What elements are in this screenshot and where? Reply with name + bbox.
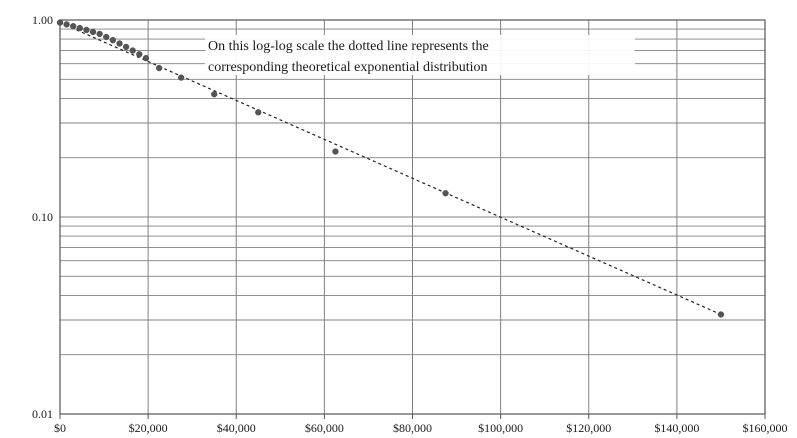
data-point (83, 26, 90, 34)
y-tick-label: 0.01 (32, 407, 53, 421)
data-point (129, 47, 136, 54)
data-point (442, 190, 449, 197)
data-point (56, 19, 64, 26)
data-point (116, 40, 123, 47)
data-point (178, 74, 185, 81)
data-point (155, 64, 163, 72)
data-point (70, 23, 77, 30)
x-tick-label: $80,000 (393, 421, 432, 435)
y-tick-label: 1.00 (32, 13, 53, 27)
data-point (76, 24, 83, 32)
x-tick-label: $20,000 (129, 421, 168, 435)
data-point (211, 91, 218, 98)
x-tick-label: $100,000 (478, 421, 523, 435)
axis-layer (59, 19, 766, 419)
data-point (89, 28, 97, 36)
x-tick-label: $160,000 (743, 421, 788, 435)
point-layer (56, 19, 725, 318)
annotation-background (205, 35, 635, 75)
x-tick-label: $140,000 (654, 421, 699, 435)
x-tick-label: $40,000 (217, 421, 256, 435)
x-tick-label: $60,000 (305, 421, 344, 435)
annotation-line-2: corresponding theoretical exponential di… (208, 60, 488, 75)
data-point (96, 30, 103, 38)
data-point (142, 55, 150, 62)
annotation-line-1: On this log-log scale the dotted line re… (208, 39, 489, 54)
data-point (122, 43, 130, 51)
grid-layer (59, 19, 766, 415)
text-layer: $0 $20,000 $40,000 $60,000 $80,000 $100,000 $1… (32, 13, 788, 435)
data-point (136, 51, 143, 58)
data-point (717, 311, 725, 318)
theoretical-exponential-line (59, 22, 722, 316)
line-layer (59, 22, 722, 316)
y-tick-label: 0.10 (32, 210, 53, 224)
data-point (103, 33, 110, 41)
data-point (255, 109, 262, 116)
data-point (332, 148, 339, 155)
data-point (63, 21, 70, 28)
x-tick-label: $0 (54, 421, 66, 435)
data-point (109, 37, 117, 44)
x-tick-label: $120,000 (566, 421, 611, 435)
